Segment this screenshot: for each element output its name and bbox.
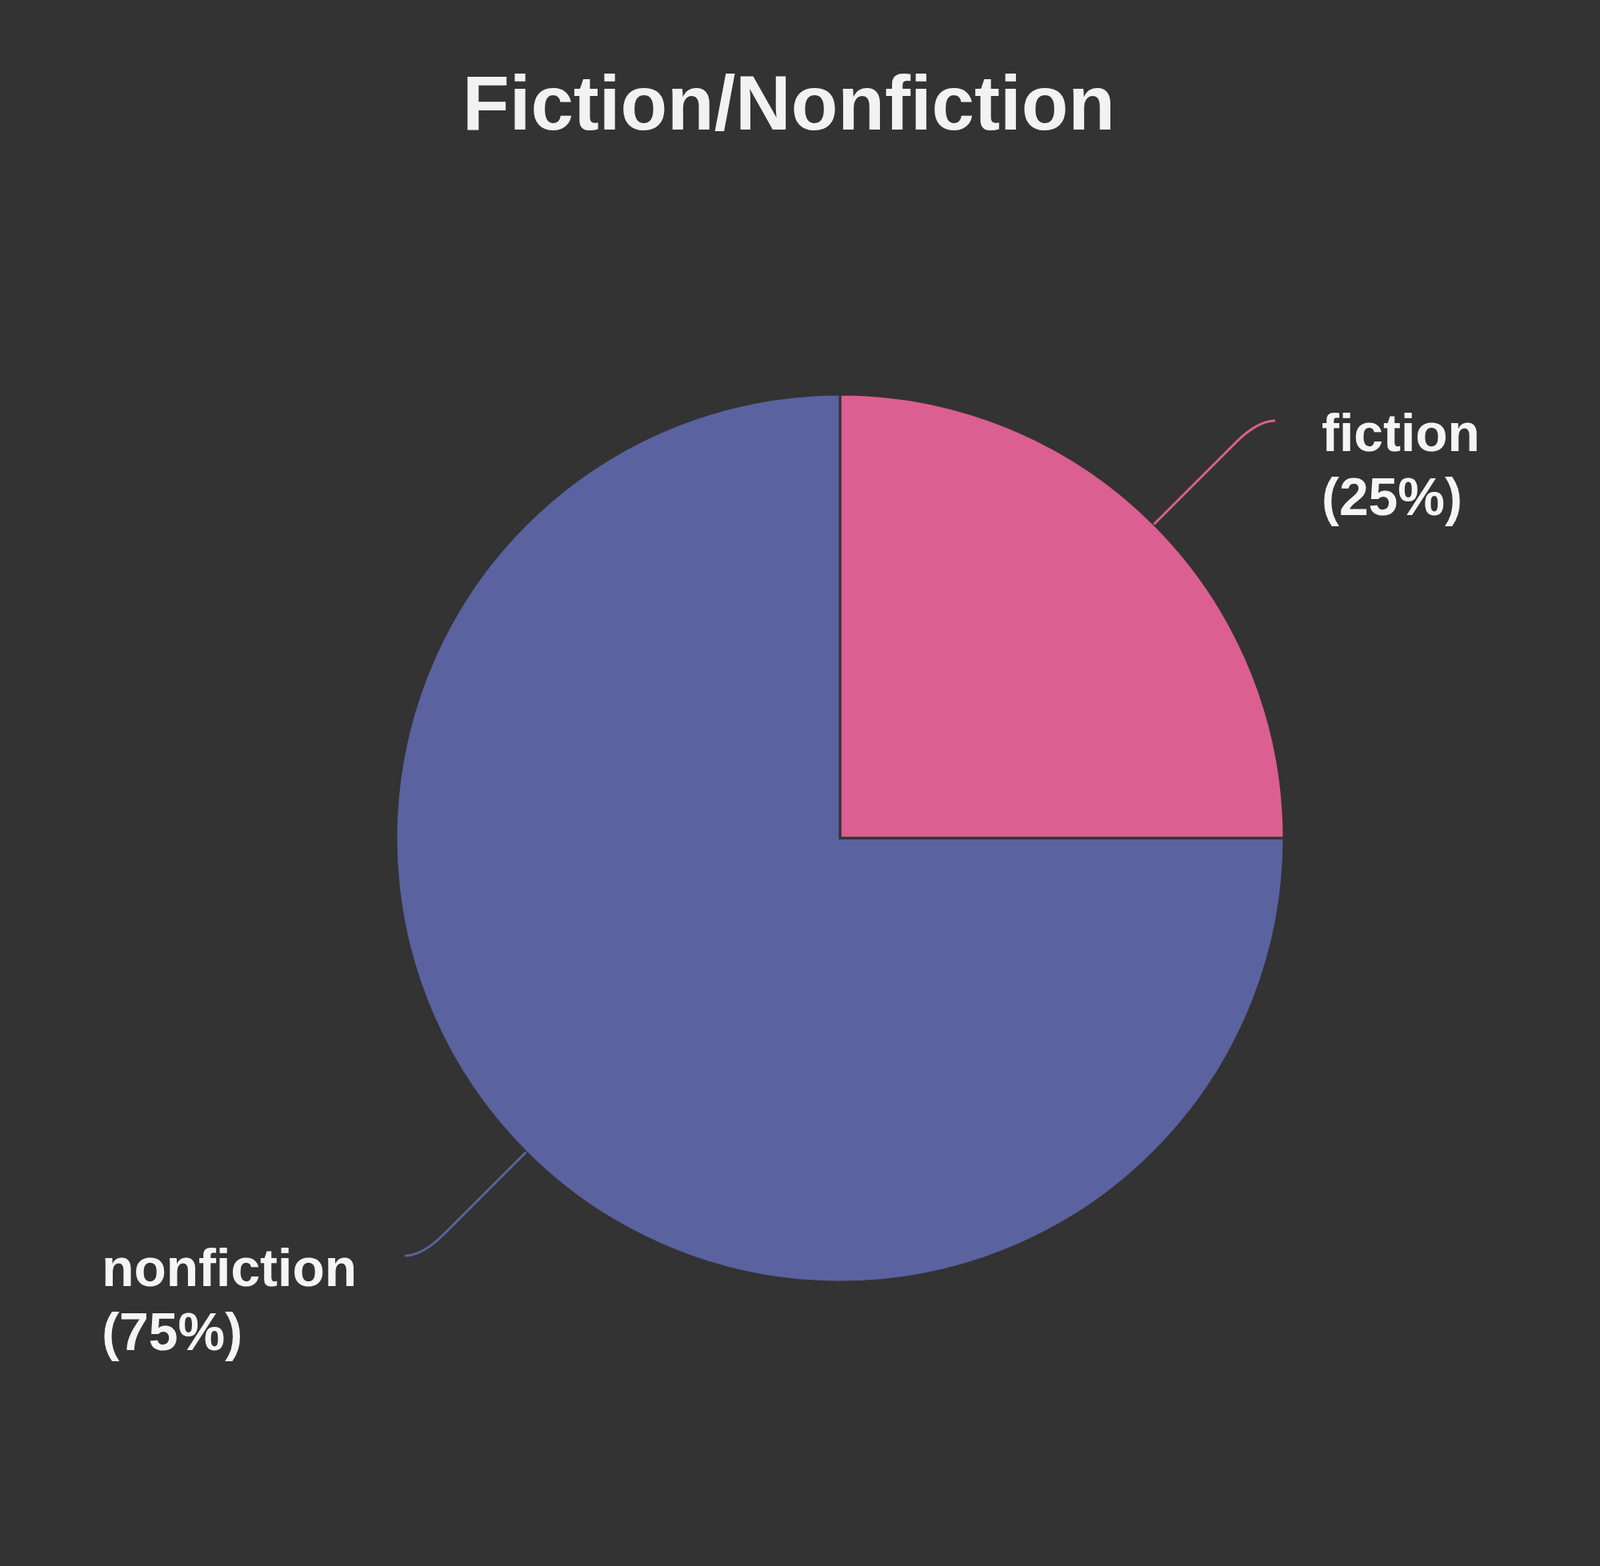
chart: Fiction/Nonfiction fiction(25%) nonfiction… [0,0,1600,1566]
pie [396,394,1284,1283]
title: Fiction/Nonfiction [462,60,1116,146]
value-label: (25%) [1321,467,1463,527]
data-label: fiction(25%) [1321,403,1480,527]
data-label: nonfiction(75%) [101,1238,357,1362]
background [0,0,1600,1566]
leader-line [404,1152,527,1256]
value-label: (75%) [101,1302,243,1362]
category-label: fiction [1321,403,1480,463]
category-label: nonfiction [101,1238,357,1298]
leader-line [1153,420,1276,525]
slice [396,394,1284,1283]
slice [840,394,1284,839]
labels: fiction(25%) nonfiction(75%) [101,403,1480,1362]
